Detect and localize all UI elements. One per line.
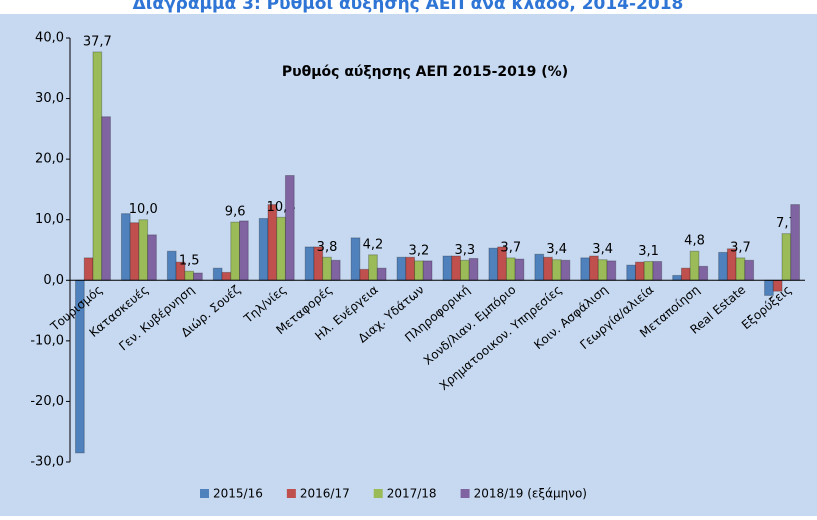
bar (284, 174, 295, 281)
bar (368, 254, 378, 281)
data-label: 3,2 (409, 243, 430, 258)
bar (781, 233, 792, 281)
bar (459, 259, 470, 281)
y-tick-label: -20,0 (30, 394, 64, 409)
bar (626, 264, 636, 281)
bar (790, 204, 800, 281)
y-tick-label: 40,0 (35, 31, 64, 46)
bar (560, 259, 571, 281)
bar (718, 251, 728, 281)
bar (597, 259, 608, 281)
y-tick-label: -30,0 (30, 455, 64, 470)
data-label: 3,4 (592, 242, 613, 257)
chart-title: Διάγραμμα 3: Ρυθμοί αύξησης ΑΕΠ ανά κλάδ… (133, 0, 684, 14)
legend-label: 2018/19 (εξάμηνο) (474, 487, 587, 501)
bar (634, 261, 645, 281)
bar (129, 222, 140, 281)
legend-swatch (200, 489, 209, 498)
bar (606, 260, 617, 281)
bar (514, 258, 525, 281)
bar (680, 267, 691, 281)
bar (83, 257, 94, 281)
bar (689, 250, 700, 281)
bar (101, 116, 111, 281)
y-tick-label: -10,0 (30, 333, 64, 348)
bar (258, 218, 269, 281)
legend-label: 2017/18 (387, 487, 437, 501)
bar (120, 213, 131, 281)
bar (92, 51, 103, 281)
bar (414, 260, 424, 281)
bar (672, 274, 682, 281)
legend-label: 2016/17 (300, 487, 350, 501)
data-label: 3,8 (317, 240, 338, 255)
bar (543, 256, 553, 281)
bar (422, 260, 433, 281)
data-label: 4,8 (684, 234, 705, 249)
bar (322, 256, 332, 281)
bar (138, 219, 149, 281)
data-label: 9,6 (225, 205, 246, 220)
bar (488, 247, 499, 281)
y-tick-label: 30,0 (35, 91, 64, 106)
bar (276, 216, 286, 281)
legend-swatch (286, 489, 296, 498)
bar (147, 234, 157, 281)
bar (193, 272, 203, 281)
data-label: 3,4 (546, 242, 567, 257)
y-tick-label: 0,0 (43, 273, 64, 288)
data-label: 3,7 (730, 240, 751, 255)
data-label: 1,5 (179, 254, 200, 269)
y-tick-label: 10,0 (35, 212, 64, 227)
data-label: 3,7 (500, 240, 521, 255)
bar (451, 255, 461, 281)
y-tick-label: 20,0 (35, 152, 64, 167)
bar (505, 257, 516, 281)
data-label: 4,2 (363, 237, 384, 252)
bar (330, 259, 341, 281)
bar (239, 220, 249, 281)
bar (376, 267, 387, 281)
bar (580, 257, 591, 281)
legend-swatch (373, 489, 383, 498)
legend-label: 2015/16 (213, 487, 263, 501)
bar (551, 259, 562, 281)
bar (643, 261, 654, 281)
bar (184, 270, 195, 281)
bar (267, 204, 278, 281)
bar (359, 268, 370, 281)
bar (230, 221, 241, 281)
bar (442, 255, 453, 281)
bar (304, 246, 315, 281)
bar (212, 267, 223, 281)
bar (652, 261, 663, 281)
bar (534, 253, 545, 281)
bar (735, 257, 746, 281)
data-label: 10,0 (129, 202, 158, 217)
bar (744, 259, 755, 281)
chart-subtitle: Ρυθμός αύξησης ΑΕΠ 2015-2019 (%) (282, 64, 568, 80)
bar (166, 250, 177, 281)
legend-swatch (460, 489, 470, 498)
data-label: 3,1 (638, 244, 659, 259)
bar (350, 237, 361, 281)
data-label: 37,7 (83, 34, 112, 49)
bar (468, 257, 479, 281)
bar (589, 255, 599, 281)
data-label: 3,3 (454, 243, 475, 258)
bar (396, 256, 407, 281)
bar (698, 265, 709, 281)
bar (221, 271, 232, 281)
bar (405, 256, 416, 281)
